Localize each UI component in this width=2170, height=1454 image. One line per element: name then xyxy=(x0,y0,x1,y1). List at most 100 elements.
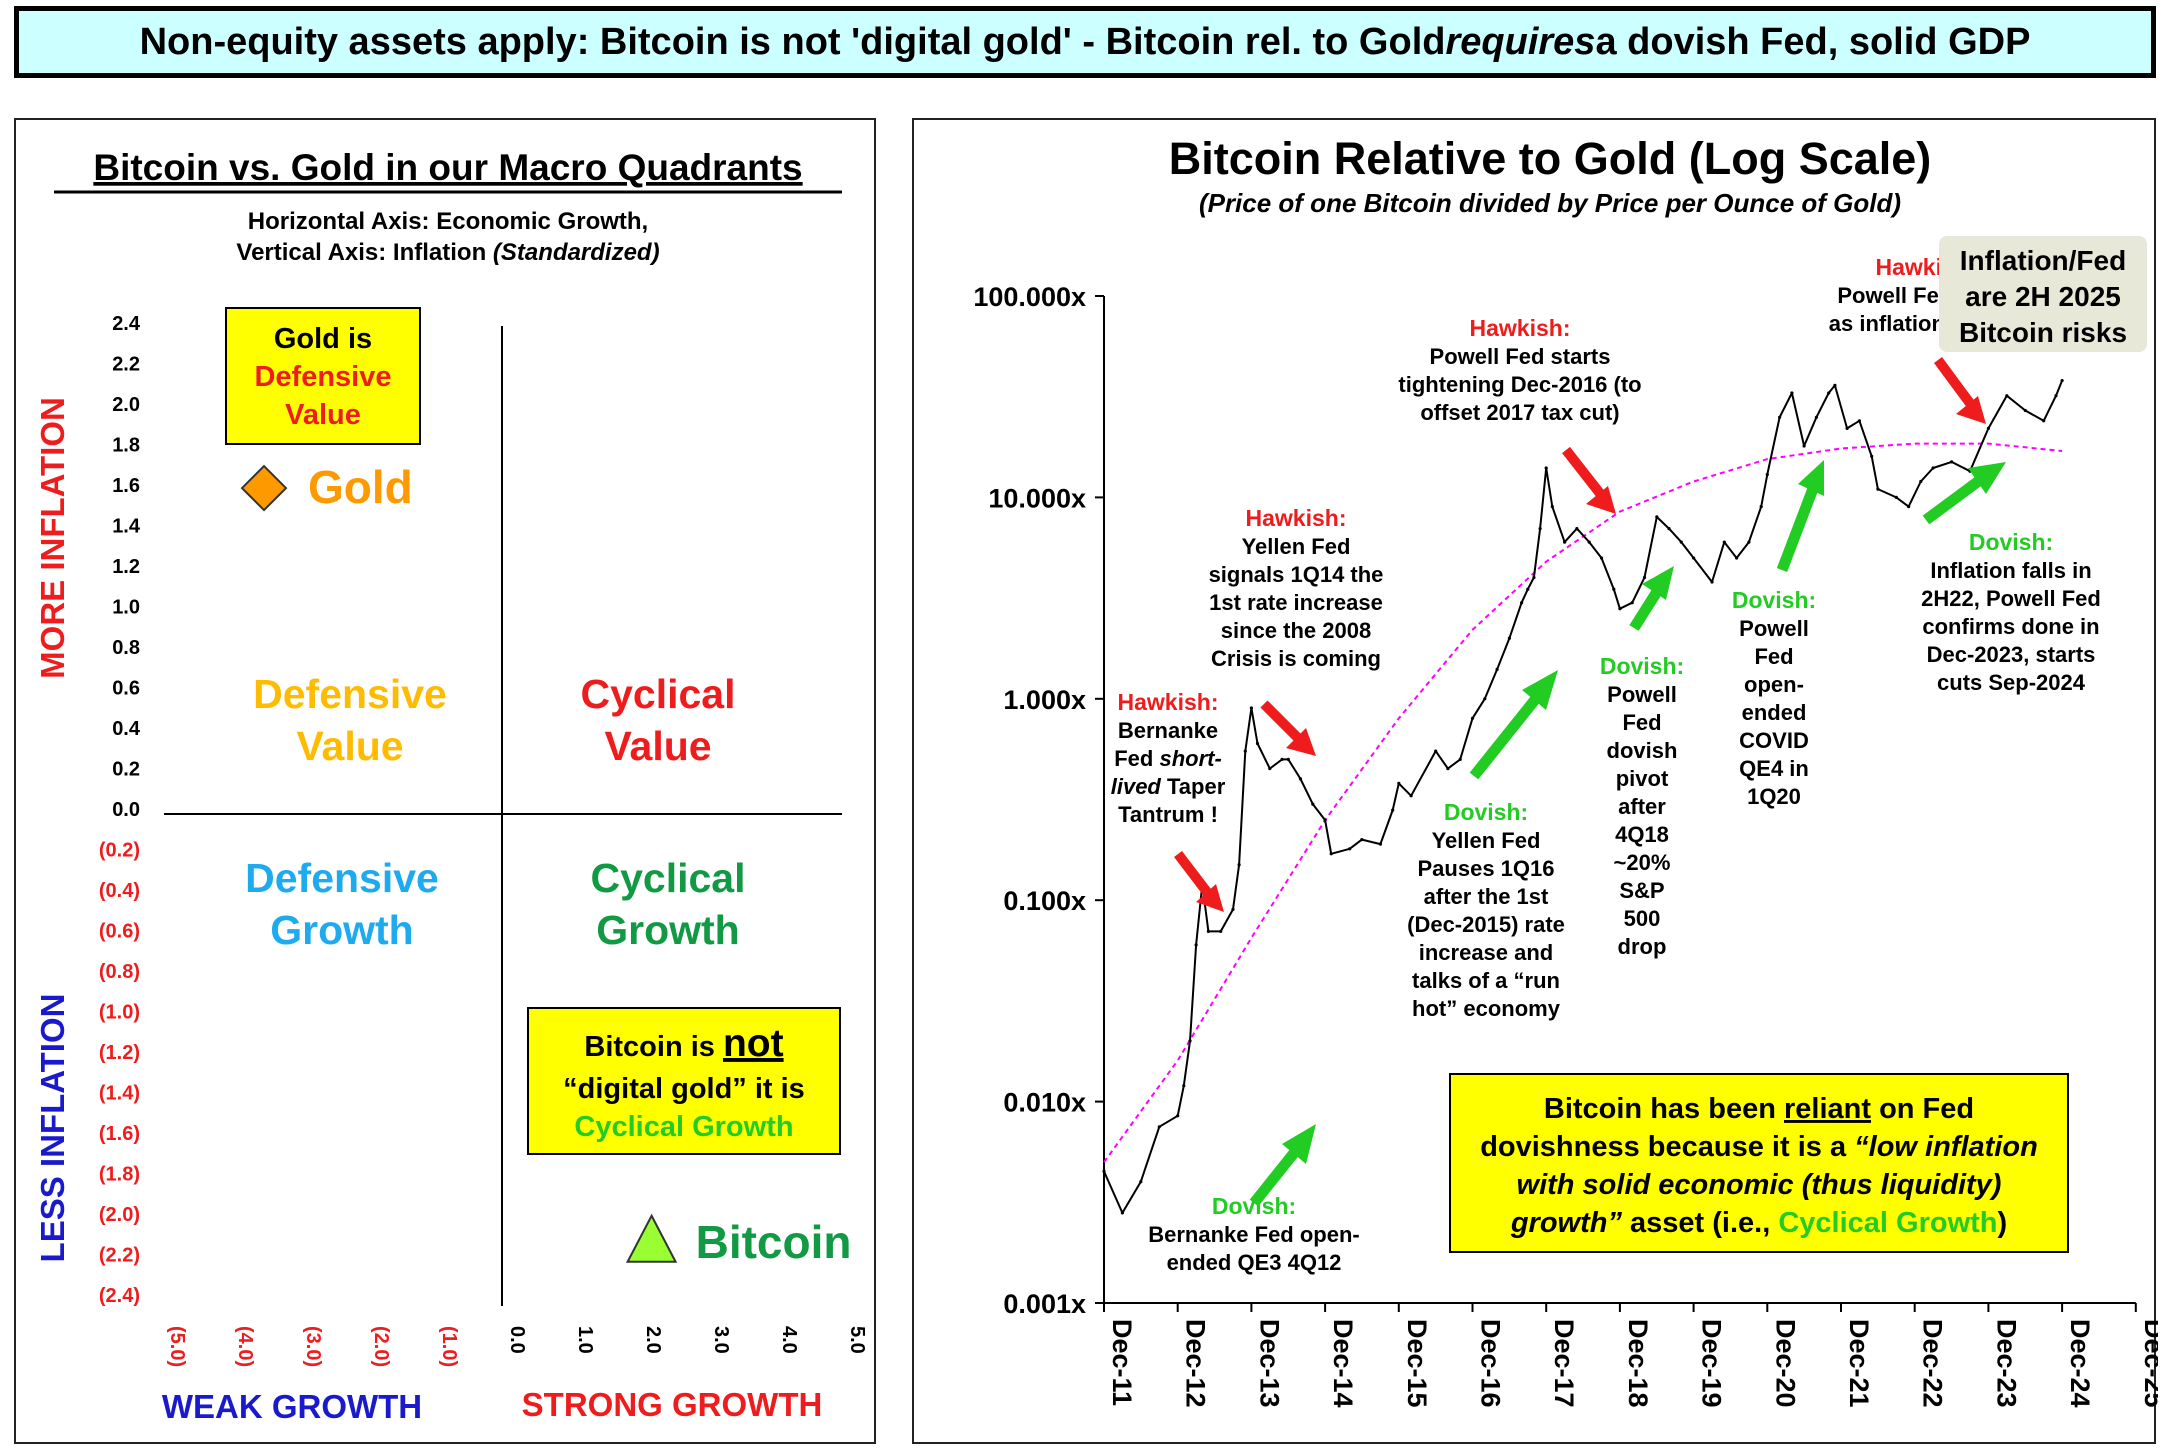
hawkish-arrow-4-head xyxy=(1956,396,1986,424)
y-label-more-inflation: MORE INFLATION xyxy=(34,397,71,679)
x-tick-label: Dec-16 xyxy=(1476,1319,1506,1408)
quadrant-y-tick: (2.0) xyxy=(99,1204,140,1226)
chart-y-axis: 100.000x 10.000x 1.000x 0.100x 0.010x 0.001x xyxy=(973,282,1105,1319)
bitcoin-box-line3: Cyclical Growth xyxy=(574,1111,793,1143)
btc-gold-point xyxy=(1919,479,1923,484)
callout-line3: with solid economic (thus liquidity) xyxy=(1517,1169,2002,1201)
quadrant-y-tick: 0.6 xyxy=(112,678,140,700)
annotation-text: dovish xyxy=(1607,738,1678,763)
x-tick-label: Dec-25 xyxy=(2139,1319,2158,1408)
annotation-text: Dec-2023, starts xyxy=(1927,642,2096,667)
btc-gold-point xyxy=(1231,907,1235,912)
banner-text-1: Non-equity assets apply: Bitcoin is not … xyxy=(139,20,1446,63)
annotation-text: signals 1Q14 the xyxy=(1209,562,1384,587)
annotation-label: Dovish: xyxy=(1969,529,2053,555)
dovish-arrow-3-head xyxy=(1642,566,1674,600)
hawkish-arrow-1 xyxy=(1174,850,1214,900)
annotation-text: ended QE3 4Q12 xyxy=(1167,1250,1342,1275)
x-tick-label: Dec-23 xyxy=(1991,1319,2021,1408)
quadrant-br-line2: Growth xyxy=(596,907,739,953)
btc-gold-point xyxy=(1157,1125,1161,1129)
callout-line2: dovishness because it is a “low inflatio… xyxy=(1480,1131,2038,1163)
y-tick-label: 0.001x xyxy=(1003,1289,1086,1319)
annotation-text: tightening Dec-2016 (to xyxy=(1398,372,1641,397)
quadrant-y-tick: 2.2 xyxy=(112,354,140,376)
annotation-text: S&P xyxy=(1619,878,1664,903)
annotation-text: Powell Fed starts xyxy=(1430,344,1611,369)
x-tick-label: Dec-13 xyxy=(1254,1319,1284,1408)
quadrant-x-tick: 5.0 xyxy=(846,1326,868,1354)
y-label-less-inflation: LESS INFLATION xyxy=(34,994,71,1263)
quadrant-tr-line2: Value xyxy=(604,723,711,769)
quadrant-x-tick: (3.0) xyxy=(302,1326,324,1367)
btc-gold-point xyxy=(1188,1039,1192,1043)
dovish-arrow-3 xyxy=(1629,587,1663,631)
btc-gold-point xyxy=(1409,794,1413,798)
btc-gold-point xyxy=(1630,601,1634,605)
hawkish-arrow-3 xyxy=(1562,446,1606,500)
btc-gold-point xyxy=(1870,454,1874,458)
y-tick-label: 0.010x xyxy=(1003,1088,1086,1118)
btc-gold-point xyxy=(1176,1114,1180,1118)
quadrant-y-tick: 2.0 xyxy=(112,394,140,416)
annotation-text: 4Q18 xyxy=(1615,822,1669,847)
btc-gold-point xyxy=(1520,601,1524,605)
btc-gold-point xyxy=(1243,749,1247,753)
annotation-text: ~20% xyxy=(1614,850,1671,875)
annotation-text: lived Taper xyxy=(1111,774,1226,799)
annotation-text: confirms done in xyxy=(1922,614,2099,639)
quadrant-y-tick: (1.8) xyxy=(99,1164,140,1186)
quadrant-x-tick: (2.0) xyxy=(370,1326,392,1367)
x-label-strong-growth: STRONG GROWTH xyxy=(522,1386,823,1423)
header-banner: Non-equity assets apply: Bitcoin is not … xyxy=(14,6,2156,78)
x-tick-label: Dec-14 xyxy=(1328,1319,1358,1408)
quadrant-x-tick: (4.0) xyxy=(234,1326,256,1367)
x-tick-label: Dec-19 xyxy=(1697,1319,1727,1408)
x-tick-label: Dec-18 xyxy=(1623,1319,1653,1408)
gold-box-line2: Defensive xyxy=(254,361,391,393)
btc-gold-point xyxy=(1950,460,1954,464)
quadrant-chart: Bitcoin vs. Gold in our Macro Quadrants … xyxy=(34,147,868,1425)
annotation-text: 500 xyxy=(1624,906,1661,931)
btc-gold-point xyxy=(1446,767,1450,771)
btc-gold-point xyxy=(1255,741,1260,746)
annotation-text: Yellen Fed xyxy=(1242,534,1351,559)
callout-line4: growth” asset (i.e., Cyclical Growth) xyxy=(1510,1207,2007,1239)
annotation-text: Tantrum ! xyxy=(1118,802,1218,827)
quadrant-y-tick: 0.2 xyxy=(112,759,140,781)
btc-gold-panel: Bitcoin Relative to Gold (Log Scale) (Pr… xyxy=(912,118,2158,1444)
annotation-text: Powell xyxy=(1739,616,1809,641)
banner-text-2: a dovish Fed, solid GDP xyxy=(1595,20,2031,63)
quadrant-y-ticks: 2.4 2.2 2.0 1.8 1.6 1.4 1.2 1.0 0.8 0.6 0.4 0.2 0.0 (… xyxy=(99,313,141,1307)
chart-title: Bitcoin Relative to Gold (Log Scale) xyxy=(1169,133,1932,184)
dovish-arrow-2 xyxy=(1469,692,1543,780)
x-tick-label: Dec-22 xyxy=(1918,1319,1948,1408)
btc-gold-point xyxy=(1378,842,1382,846)
btc-gold-point xyxy=(1692,556,1696,560)
btc-gold-point xyxy=(1526,587,1530,591)
quadrant-y-tick: (1.2) xyxy=(99,1042,140,1064)
annotation-text: Powell xyxy=(1607,682,1677,707)
y-tick-label: 0.100x xyxy=(1003,886,1086,916)
bitcoin-box-line1: Bitcoin is not xyxy=(584,1022,783,1065)
x-tick-label: Dec-24 xyxy=(2065,1319,2095,1408)
annotation-text: ended xyxy=(1742,700,1807,725)
btc-gold-point xyxy=(1778,415,1782,419)
btc-gold-point xyxy=(1599,556,1604,560)
annotation-text: Fed short- xyxy=(1114,746,1222,771)
dovish-arrow-5-head xyxy=(1968,462,2006,494)
bitcoin-box xyxy=(527,1007,841,1155)
risk-note-box xyxy=(1939,236,2147,352)
btc-gold-point xyxy=(1249,706,1253,710)
annotation-text: offset 2017 tax cut) xyxy=(1420,400,1619,425)
bitcoin-box-line2: “digital gold” it is xyxy=(563,1073,805,1105)
btc-gold-points xyxy=(1102,379,2064,1215)
btc-gold-point xyxy=(1931,466,1935,470)
quadrant-tl-line1: Defensive xyxy=(253,671,447,717)
annotation-text: (Dec-2015) rate xyxy=(1407,912,1565,937)
annotation-text: Bernanke xyxy=(1118,718,1218,743)
gold-box-line3: Value xyxy=(285,399,361,431)
btc-gold-point xyxy=(1765,472,1769,477)
btc-gold-point xyxy=(1483,697,1487,701)
btc-gold-point xyxy=(1618,607,1622,611)
